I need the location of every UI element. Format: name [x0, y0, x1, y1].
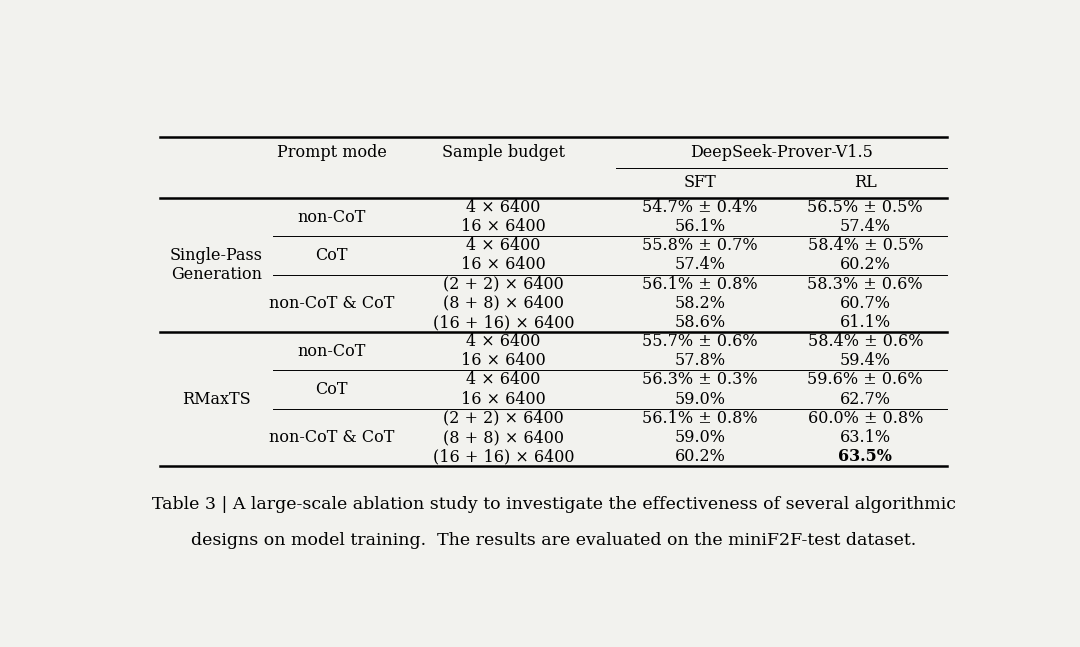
Text: 58.6%: 58.6%: [674, 314, 726, 331]
Text: (8 + 8) × 6400: (8 + 8) × 6400: [443, 295, 564, 312]
Text: 57.8%: 57.8%: [674, 353, 726, 369]
Text: 60.0% ± 0.8%: 60.0% ± 0.8%: [808, 410, 923, 427]
Text: 62.7%: 62.7%: [840, 391, 891, 408]
Text: 54.7% ± 0.4%: 54.7% ± 0.4%: [643, 199, 758, 216]
Text: 61.1%: 61.1%: [840, 314, 891, 331]
Text: 63.1%: 63.1%: [840, 429, 891, 446]
Text: 58.2%: 58.2%: [675, 295, 726, 312]
Text: 60.2%: 60.2%: [675, 448, 726, 465]
Text: non-CoT: non-CoT: [297, 343, 366, 360]
Text: non-CoT & CoT: non-CoT & CoT: [269, 295, 394, 312]
Text: 16 × 6400: 16 × 6400: [461, 391, 545, 408]
Text: 58.4% ± 0.6%: 58.4% ± 0.6%: [808, 333, 923, 350]
Text: (16 + 16) × 6400: (16 + 16) × 6400: [432, 314, 575, 331]
Text: 58.4% ± 0.5%: 58.4% ± 0.5%: [808, 237, 923, 254]
Text: 4 × 6400: 4 × 6400: [467, 199, 540, 216]
Text: 59.0%: 59.0%: [675, 391, 726, 408]
Text: designs on model training.  The results are evaluated on the miniF2F-test datase: designs on model training. The results a…: [191, 532, 916, 549]
Text: 4 × 6400: 4 × 6400: [467, 333, 540, 350]
Text: non-CoT & CoT: non-CoT & CoT: [269, 429, 394, 446]
Text: 55.8% ± 0.7%: 55.8% ± 0.7%: [643, 237, 758, 254]
Text: 57.4%: 57.4%: [675, 256, 726, 274]
Text: (2 + 2) × 6400: (2 + 2) × 6400: [443, 410, 564, 427]
Text: 16 × 6400: 16 × 6400: [461, 353, 545, 369]
Text: 16 × 6400: 16 × 6400: [461, 218, 545, 235]
Text: Prompt mode: Prompt mode: [276, 144, 387, 161]
Text: (2 + 2) × 6400: (2 + 2) × 6400: [443, 276, 564, 292]
Text: 56.1% ± 0.8%: 56.1% ± 0.8%: [643, 276, 758, 292]
Text: 16 × 6400: 16 × 6400: [461, 256, 545, 274]
Text: (8 + 8) × 6400: (8 + 8) × 6400: [443, 429, 564, 446]
Text: CoT: CoT: [315, 247, 348, 264]
Text: Single-Pass
Generation: Single-Pass Generation: [171, 247, 264, 283]
Text: Sample budget: Sample budget: [442, 144, 565, 161]
Text: CoT: CoT: [315, 381, 348, 398]
Text: SFT: SFT: [684, 174, 716, 192]
Text: 59.0%: 59.0%: [675, 429, 726, 446]
Text: 60.2%: 60.2%: [840, 256, 891, 274]
Text: 60.7%: 60.7%: [840, 295, 891, 312]
Text: RL: RL: [854, 174, 877, 192]
Text: 4 × 6400: 4 × 6400: [467, 371, 540, 388]
Text: DeepSeek-Prover-V1.5: DeepSeek-Prover-V1.5: [690, 144, 873, 161]
Text: non-CoT: non-CoT: [297, 208, 366, 226]
Text: 56.1% ± 0.8%: 56.1% ± 0.8%: [643, 410, 758, 427]
Text: 63.5%: 63.5%: [838, 448, 892, 465]
Text: 59.4%: 59.4%: [840, 353, 891, 369]
Text: 57.4%: 57.4%: [840, 218, 891, 235]
Text: Table 3 | A large-scale ablation study to investigate the effectiveness of sever: Table 3 | A large-scale ablation study t…: [151, 496, 956, 513]
Text: 4 × 6400: 4 × 6400: [467, 237, 540, 254]
Text: 56.1%: 56.1%: [674, 218, 726, 235]
Text: 59.6% ± 0.6%: 59.6% ± 0.6%: [808, 371, 923, 388]
Text: (16 + 16) × 6400: (16 + 16) × 6400: [432, 448, 575, 465]
Text: 58.3% ± 0.6%: 58.3% ± 0.6%: [808, 276, 923, 292]
Text: RMaxTS: RMaxTS: [183, 391, 251, 408]
Text: 56.3% ± 0.3%: 56.3% ± 0.3%: [643, 371, 758, 388]
Text: 56.5% ± 0.5%: 56.5% ± 0.5%: [808, 199, 923, 216]
Text: 55.7% ± 0.6%: 55.7% ± 0.6%: [643, 333, 758, 350]
